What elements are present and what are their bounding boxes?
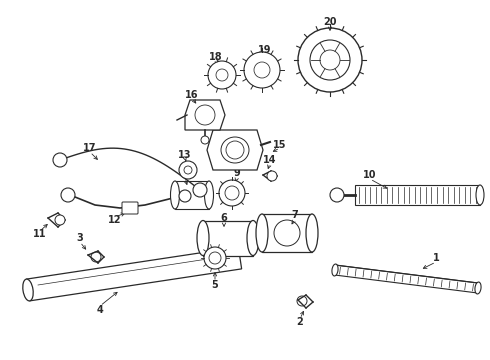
- Circle shape: [195, 105, 215, 125]
- Circle shape: [226, 141, 244, 159]
- Text: 5: 5: [212, 280, 219, 290]
- Text: 12: 12: [108, 215, 122, 225]
- Ellipse shape: [332, 264, 338, 276]
- Circle shape: [267, 171, 277, 181]
- Text: 11: 11: [33, 229, 47, 239]
- Text: 7: 7: [292, 210, 298, 220]
- Circle shape: [193, 183, 207, 197]
- FancyBboxPatch shape: [175, 181, 209, 209]
- FancyBboxPatch shape: [26, 247, 242, 301]
- Circle shape: [201, 136, 209, 144]
- Circle shape: [216, 69, 228, 81]
- Circle shape: [55, 215, 65, 225]
- Circle shape: [298, 28, 362, 92]
- Circle shape: [208, 61, 236, 89]
- Text: 20: 20: [323, 17, 337, 27]
- Circle shape: [61, 188, 75, 202]
- Ellipse shape: [221, 137, 249, 163]
- FancyBboxPatch shape: [355, 185, 480, 205]
- Ellipse shape: [247, 220, 259, 256]
- Circle shape: [179, 161, 197, 179]
- Circle shape: [310, 40, 350, 80]
- FancyBboxPatch shape: [203, 220, 253, 256]
- Text: 6: 6: [220, 213, 227, 223]
- Ellipse shape: [476, 185, 484, 205]
- Circle shape: [53, 153, 67, 167]
- Text: 8: 8: [182, 170, 189, 180]
- Circle shape: [184, 166, 192, 174]
- Text: 13: 13: [178, 150, 192, 160]
- Text: 17: 17: [83, 143, 97, 153]
- FancyBboxPatch shape: [122, 202, 138, 214]
- Text: 10: 10: [363, 170, 377, 180]
- Circle shape: [225, 186, 239, 200]
- Text: 2: 2: [296, 317, 303, 327]
- Ellipse shape: [25, 282, 31, 298]
- Polygon shape: [185, 100, 225, 130]
- Text: 19: 19: [258, 45, 272, 55]
- Text: 14: 14: [263, 155, 277, 165]
- Ellipse shape: [475, 282, 481, 294]
- Circle shape: [244, 52, 280, 88]
- Ellipse shape: [197, 220, 209, 256]
- Circle shape: [254, 62, 270, 78]
- Text: 1: 1: [433, 253, 440, 263]
- Ellipse shape: [23, 279, 33, 301]
- Ellipse shape: [256, 214, 268, 252]
- Ellipse shape: [204, 181, 214, 209]
- Circle shape: [330, 188, 344, 202]
- Text: 9: 9: [234, 168, 241, 178]
- Circle shape: [320, 50, 340, 70]
- FancyBboxPatch shape: [334, 265, 479, 293]
- Circle shape: [219, 180, 245, 206]
- FancyBboxPatch shape: [262, 214, 312, 252]
- Circle shape: [297, 296, 307, 306]
- Circle shape: [179, 190, 191, 202]
- Text: 18: 18: [209, 52, 223, 62]
- Polygon shape: [207, 130, 263, 170]
- Circle shape: [91, 252, 101, 262]
- Text: 3: 3: [76, 233, 83, 243]
- Circle shape: [209, 252, 221, 264]
- Ellipse shape: [171, 181, 179, 209]
- Circle shape: [204, 247, 226, 269]
- Text: 16: 16: [185, 90, 199, 100]
- Ellipse shape: [306, 214, 318, 252]
- Text: 4: 4: [97, 305, 103, 315]
- Text: 15: 15: [273, 140, 287, 150]
